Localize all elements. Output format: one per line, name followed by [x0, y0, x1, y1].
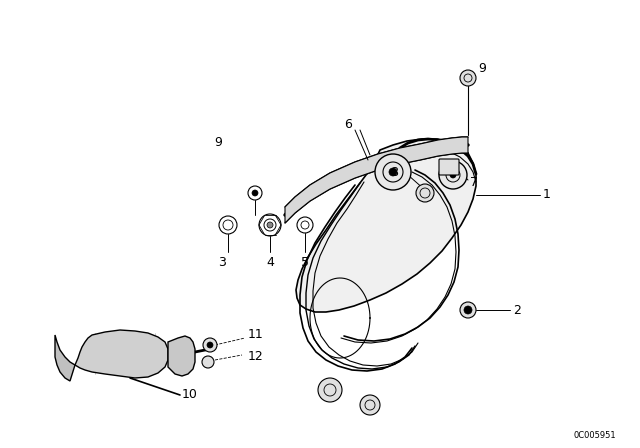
- Circle shape: [375, 154, 411, 190]
- Circle shape: [464, 306, 472, 314]
- Circle shape: [389, 168, 397, 176]
- Text: 7: 7: [470, 176, 478, 189]
- Text: 2: 2: [513, 303, 521, 316]
- Circle shape: [318, 378, 342, 402]
- Text: 3: 3: [218, 255, 226, 268]
- Polygon shape: [168, 336, 195, 376]
- Text: 4: 4: [266, 255, 274, 268]
- Text: 11: 11: [248, 327, 264, 340]
- Text: 5: 5: [301, 255, 309, 268]
- Circle shape: [460, 302, 476, 318]
- Text: 12: 12: [248, 349, 264, 362]
- Polygon shape: [296, 139, 476, 312]
- Circle shape: [416, 184, 434, 202]
- Circle shape: [252, 190, 258, 196]
- Circle shape: [450, 172, 456, 178]
- Circle shape: [207, 342, 213, 348]
- Polygon shape: [55, 335, 75, 381]
- Circle shape: [267, 222, 273, 228]
- Circle shape: [360, 395, 380, 415]
- Circle shape: [203, 338, 217, 352]
- Circle shape: [460, 70, 476, 86]
- Text: 9: 9: [214, 137, 222, 150]
- Circle shape: [202, 356, 214, 368]
- Text: 0C005951: 0C005951: [573, 431, 616, 439]
- Circle shape: [439, 161, 467, 189]
- Text: 10: 10: [182, 388, 198, 401]
- Text: 6: 6: [344, 119, 352, 132]
- Polygon shape: [75, 330, 168, 378]
- Text: 9: 9: [478, 61, 486, 74]
- Text: 1: 1: [543, 189, 551, 202]
- FancyBboxPatch shape: [439, 159, 459, 175]
- Polygon shape: [285, 137, 468, 223]
- Text: 8: 8: [390, 165, 398, 178]
